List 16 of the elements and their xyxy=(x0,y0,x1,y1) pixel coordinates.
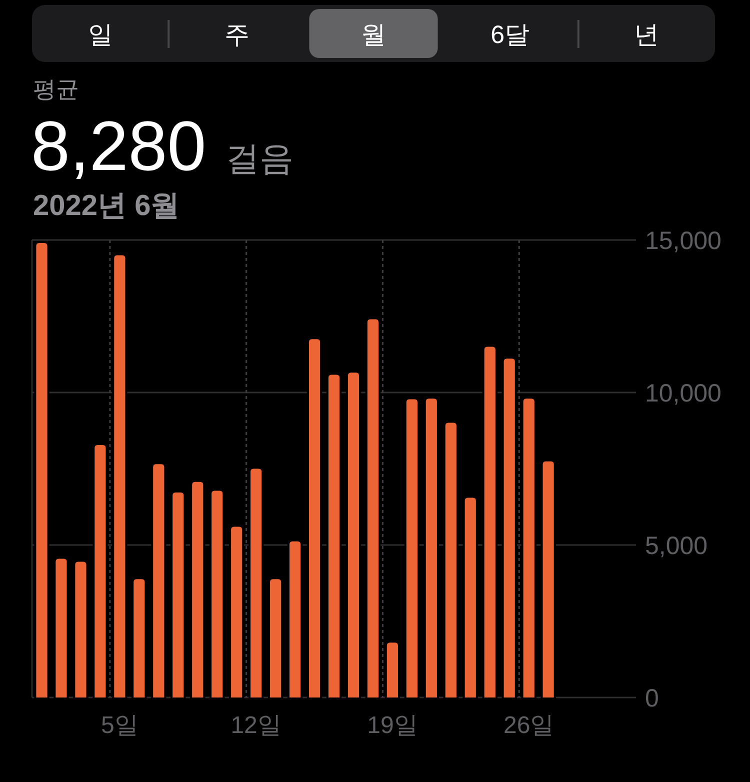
caption: 평균 xyxy=(33,76,79,102)
segment-label: 6달 xyxy=(490,21,530,49)
x-tick-label: 26일 xyxy=(503,712,554,739)
segment-label: 일 xyxy=(88,21,113,49)
x-tick-label: 19일 xyxy=(367,712,418,739)
y-tick-label: 0 xyxy=(645,684,659,712)
segment-label: 월 xyxy=(361,21,386,49)
segment-label: 년 xyxy=(634,21,660,49)
y-tick-label: 10,000 xyxy=(645,380,722,408)
y-tick-label: 5,000 xyxy=(645,532,708,560)
title: 8,280 걸음 xyxy=(31,107,294,185)
segment-label: 주 xyxy=(224,21,250,49)
subtitle: 2022년 6월 xyxy=(33,190,180,222)
x-tick-label: 12일 xyxy=(230,712,282,739)
x-tick-label: 5일 xyxy=(101,712,138,739)
y-tick-label: 15,000 xyxy=(645,227,722,255)
